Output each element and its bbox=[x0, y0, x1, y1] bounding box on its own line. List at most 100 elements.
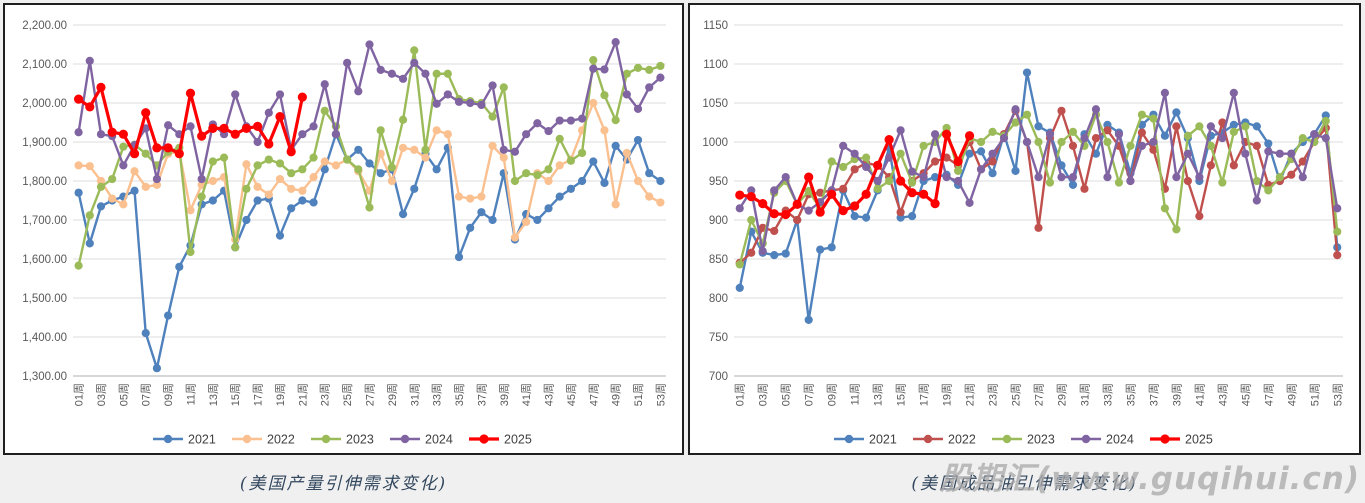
legend: 2021 2022 2023 2024 2025 bbox=[153, 433, 532, 447]
series-2021-markers bbox=[74, 130, 665, 373]
series-2023 bbox=[735, 110, 1342, 269]
x-axis-labels: 01周 03周 05周 07周 09周 11周 13周 15周 17周 19周 21周 23周 25周 2… bbox=[73, 383, 668, 406]
series-2024-markers bbox=[735, 88, 1342, 256]
svg-text:2,000.00: 2,000.00 bbox=[22, 98, 67, 110]
svg-text:01周: 01周 bbox=[73, 383, 86, 406]
series-2024 bbox=[74, 38, 665, 184]
svg-text:2,200.00: 2,200.00 bbox=[22, 20, 67, 32]
svg-text:900: 900 bbox=[709, 215, 728, 227]
svg-text:1100: 1100 bbox=[703, 59, 728, 71]
svg-text:1,500.00: 1,500.00 bbox=[22, 293, 67, 305]
svg-text:850: 850 bbox=[709, 254, 728, 266]
svg-text:33周: 33周 bbox=[1101, 383, 1114, 406]
svg-text:45周: 45周 bbox=[565, 383, 578, 406]
series-2023-markers bbox=[735, 110, 1342, 269]
svg-text:05周: 05周 bbox=[780, 383, 793, 406]
svg-text:47周: 47周 bbox=[587, 383, 600, 406]
svg-text:29周: 29周 bbox=[386, 383, 399, 406]
legend-item-2025: 2025 bbox=[469, 433, 532, 447]
svg-text:700: 700 bbox=[709, 371, 728, 383]
svg-text:750: 750 bbox=[709, 332, 728, 344]
svg-text:51周: 51周 bbox=[1308, 383, 1321, 406]
svg-text:11周: 11周 bbox=[184, 383, 197, 405]
x-axis-labels: 01周 03周 05周 07周 09周 11周 13周 15周 17周 19周 21周 23周 25周 2… bbox=[734, 383, 1345, 406]
svg-text:01周: 01周 bbox=[734, 383, 747, 406]
gridlines bbox=[734, 24, 1343, 377]
legend-item-2024: 2024 bbox=[390, 433, 453, 447]
svg-text:2024: 2024 bbox=[425, 433, 453, 447]
gridlines bbox=[73, 24, 666, 377]
svg-text:2021: 2021 bbox=[869, 433, 897, 447]
svg-text:15周: 15周 bbox=[229, 383, 242, 406]
svg-text:33周: 33周 bbox=[431, 383, 444, 406]
series-2025 bbox=[73, 82, 307, 159]
right-chart-caption: (美国成品油引伸需求变化) bbox=[911, 473, 1138, 494]
svg-text:23周: 23周 bbox=[319, 383, 332, 406]
left-chart-panel: 2,200.00 2,100.00 2,000.00 1,900.00 1,800.00… bbox=[3, 3, 684, 455]
svg-text:1,800.00: 1,800.00 bbox=[22, 176, 67, 188]
svg-text:1,700.00: 1,700.00 bbox=[22, 215, 67, 227]
us-production-implied-demand-chart: 2,200.00 2,100.00 2,000.00 1,900.00 1,800.00… bbox=[22, 20, 668, 447]
watermark: 股期汇(www.guqihui.cn) bbox=[939, 461, 1360, 497]
series-2024 bbox=[735, 88, 1342, 256]
svg-text:950: 950 bbox=[709, 176, 728, 188]
svg-text:05周: 05周 bbox=[117, 383, 130, 406]
svg-text:53周: 53周 bbox=[1331, 383, 1344, 406]
svg-text:2024: 2024 bbox=[1106, 433, 1134, 447]
series-2023 bbox=[74, 46, 665, 270]
svg-text:2025: 2025 bbox=[504, 433, 532, 447]
svg-text:17周: 17周 bbox=[252, 383, 265, 406]
series-2021 bbox=[74, 130, 665, 373]
svg-text:19周: 19周 bbox=[274, 383, 287, 406]
svg-text:1,300.00: 1,300.00 bbox=[22, 371, 67, 383]
svg-text:1150: 1150 bbox=[703, 20, 728, 32]
svg-text:21周: 21周 bbox=[296, 383, 309, 406]
legend: 2021 2022 2023 2024 2025 bbox=[834, 433, 1213, 447]
y-axis-labels: 2,200.00 2,100.00 2,000.00 1,900.00 1,800.00… bbox=[22, 20, 67, 383]
svg-text:51周: 51周 bbox=[632, 383, 645, 406]
svg-text:19周: 19周 bbox=[941, 383, 954, 406]
svg-text:1,900.00: 1,900.00 bbox=[22, 137, 67, 149]
svg-text:31周: 31周 bbox=[1078, 383, 1091, 406]
svg-text:2023: 2023 bbox=[1027, 433, 1055, 447]
svg-text:45周: 45周 bbox=[1239, 383, 1252, 406]
svg-text:800: 800 bbox=[709, 293, 728, 305]
svg-text:23周: 23周 bbox=[987, 383, 1000, 406]
series-2021-markers bbox=[735, 68, 1342, 324]
svg-text:15周: 15周 bbox=[895, 383, 908, 406]
legend-item-2025: 2025 bbox=[1150, 433, 1213, 447]
svg-text:35周: 35周 bbox=[1124, 383, 1137, 406]
svg-text:1,400.00: 1,400.00 bbox=[22, 332, 67, 344]
legend-item-2022: 2022 bbox=[913, 433, 976, 447]
legend-item-2023: 2023 bbox=[992, 433, 1055, 447]
svg-text:53周: 53周 bbox=[654, 383, 667, 406]
svg-text:37周: 37周 bbox=[475, 383, 488, 406]
svg-text:07周: 07周 bbox=[803, 383, 816, 406]
svg-text:43周: 43周 bbox=[543, 383, 556, 406]
right-chart-panel: 1150 1100 1050 1000 950 900 850 800 750 700 01周 03周… bbox=[688, 3, 1361, 455]
svg-text:29周: 29周 bbox=[1055, 383, 1068, 406]
svg-text:49周: 49周 bbox=[610, 383, 623, 406]
svg-text:11周: 11周 bbox=[849, 383, 862, 405]
y-axis-labels: 1150 1100 1050 1000 950 900 850 800 750 700 bbox=[702, 20, 728, 383]
svg-text:31周: 31周 bbox=[408, 383, 421, 406]
series-2025 bbox=[735, 129, 975, 220]
legend-item-2023: 2023 bbox=[311, 433, 374, 447]
series-2025-markers bbox=[73, 82, 307, 159]
svg-text:17周: 17周 bbox=[918, 383, 931, 406]
svg-text:25周: 25周 bbox=[341, 383, 354, 406]
svg-text:1050: 1050 bbox=[702, 98, 728, 110]
legend-item-2024: 2024 bbox=[1071, 433, 1134, 447]
legend-item-2022: 2022 bbox=[232, 433, 295, 447]
svg-text:35周: 35周 bbox=[453, 383, 466, 406]
svg-text:37周: 37周 bbox=[1147, 383, 1160, 406]
series-2025-markers bbox=[735, 129, 975, 220]
svg-text:07周: 07周 bbox=[140, 383, 153, 406]
svg-text:27周: 27周 bbox=[364, 383, 377, 406]
legend-item-2021: 2021 bbox=[153, 433, 216, 447]
svg-text:49周: 49周 bbox=[1285, 383, 1298, 406]
svg-text:03周: 03周 bbox=[757, 383, 770, 406]
svg-text:41周: 41周 bbox=[520, 383, 533, 406]
left-chart-caption: (美国产量引伸需求变化) bbox=[239, 473, 448, 494]
svg-text:1000: 1000 bbox=[702, 137, 728, 149]
